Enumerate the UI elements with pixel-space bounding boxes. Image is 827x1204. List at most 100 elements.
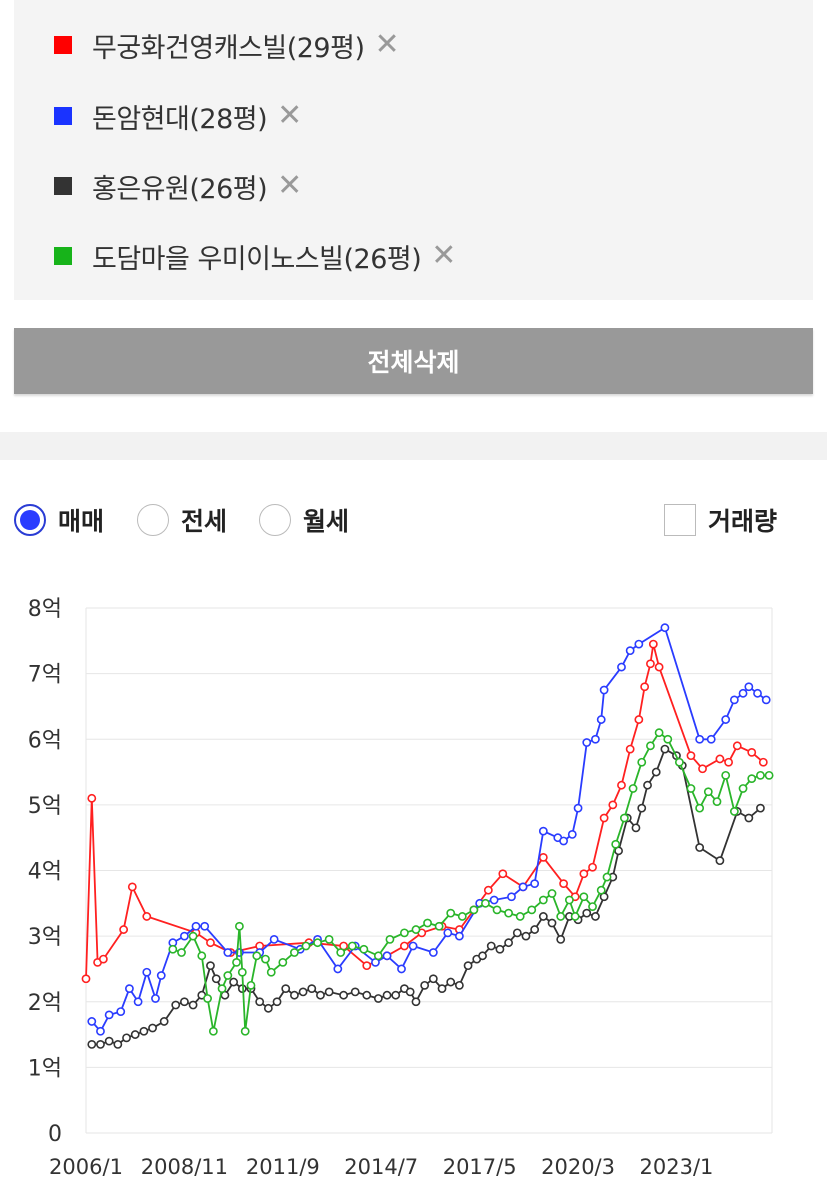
data-point[interactable] (428, 948, 438, 957)
data-point[interactable] (732, 741, 742, 751)
data-point[interactable] (96, 1026, 105, 1036)
data-point[interactable] (373, 951, 383, 961)
data-point[interactable] (521, 931, 531, 941)
data-point[interactable] (177, 948, 186, 957)
data-point[interactable] (507, 892, 516, 902)
volume-toggle[interactable]: 거래량 (664, 500, 777, 540)
data-point[interactable] (373, 994, 383, 1003)
data-point[interactable] (538, 826, 548, 836)
data-point[interactable] (255, 997, 265, 1007)
radio-sale[interactable] (14, 504, 46, 536)
data-point[interactable] (538, 912, 548, 921)
data-point[interactable] (698, 764, 707, 774)
data-point[interactable] (582, 738, 592, 747)
data-point[interactable] (437, 984, 447, 994)
data-point[interactable] (498, 869, 508, 879)
data-point[interactable] (359, 944, 369, 954)
data-point[interactable] (240, 1026, 250, 1036)
data-point[interactable] (556, 912, 566, 921)
data-point[interactable] (602, 872, 612, 882)
data-point[interactable] (301, 941, 311, 951)
data-point[interactable] (324, 987, 334, 997)
data-point[interactable] (96, 1040, 105, 1049)
data-point[interactable] (159, 1017, 169, 1026)
data-point[interactable] (582, 908, 592, 918)
data-point[interactable] (104, 1036, 114, 1046)
data-point[interactable] (391, 990, 401, 1000)
remove-icon[interactable]: ✕ (431, 238, 457, 273)
data-point[interactable] (232, 957, 241, 967)
data-point[interactable] (646, 741, 655, 751)
data-point[interactable] (98, 954, 108, 964)
data-point[interactable] (654, 728, 664, 738)
data-point[interactable] (382, 990, 392, 1000)
data-point[interactable] (559, 836, 568, 846)
data-point[interactable] (235, 921, 244, 931)
data-point[interactable] (405, 987, 415, 997)
data-point[interactable] (125, 984, 134, 994)
data-point[interactable] (290, 990, 299, 1000)
data-point[interactable] (512, 928, 522, 938)
data-point[interactable] (87, 1040, 97, 1049)
data-point[interactable] (608, 800, 618, 810)
data-point[interactable] (206, 938, 215, 948)
data-point[interactable] (686, 784, 696, 793)
data-point[interactable] (643, 780, 652, 790)
data-point[interactable] (492, 905, 502, 915)
data-point[interactable] (188, 1000, 198, 1010)
data-point[interactable] (744, 682, 754, 692)
data-point[interactable] (350, 987, 360, 997)
data-point[interactable] (527, 905, 537, 915)
data-point[interactable] (362, 990, 372, 1000)
data-point[interactable] (538, 852, 548, 862)
data-point[interactable] (223, 971, 233, 980)
data-point[interactable] (261, 954, 270, 964)
data-point[interactable] (130, 1030, 140, 1039)
data-point[interactable] (686, 751, 696, 761)
data-point[interactable] (758, 757, 768, 767)
data-point[interactable] (753, 688, 762, 698)
remove-icon[interactable]: ✕ (374, 27, 400, 62)
data-point[interactable] (634, 715, 644, 724)
data-point[interactable] (454, 980, 464, 990)
data-point[interactable] (504, 908, 513, 918)
remove-icon[interactable]: ✕ (277, 98, 303, 133)
data-point[interactable] (596, 885, 606, 895)
radio-option-jeonse[interactable]: 전세 (137, 500, 227, 540)
data-point[interactable] (756, 770, 765, 780)
data-point[interactable] (397, 964, 406, 974)
data-point[interactable] (443, 928, 453, 938)
data-point[interactable] (599, 685, 609, 695)
data-point[interactable] (180, 997, 189, 1007)
data-point[interactable] (104, 1010, 114, 1020)
data-point[interactable] (223, 948, 233, 957)
data-point[interactable] (197, 951, 207, 961)
data-point[interactable] (133, 997, 143, 1007)
data-point[interactable] (747, 747, 757, 757)
data-point[interactable] (712, 797, 722, 806)
data-point[interactable] (237, 967, 247, 977)
data-point[interactable] (119, 925, 129, 934)
data-point[interactable] (646, 659, 655, 669)
data-point[interactable] (399, 941, 409, 951)
data-point[interactable] (617, 780, 626, 790)
data-point[interactable] (113, 1040, 123, 1049)
data-point[interactable] (298, 987, 308, 997)
data-point[interactable] (764, 770, 774, 780)
delete-all-button[interactable]: 전체삭제 (14, 328, 813, 394)
data-point[interactable] (588, 862, 597, 872)
radio-monthly[interactable] (259, 504, 291, 536)
data-point[interactable] (654, 662, 664, 672)
data-point[interactable] (339, 990, 349, 1000)
data-point[interactable] (454, 931, 464, 941)
data-point[interactable] (411, 925, 421, 934)
data-point[interactable] (631, 823, 641, 833)
data-point[interactable] (489, 895, 499, 905)
data-point[interactable] (729, 695, 739, 705)
data-point[interactable] (617, 662, 626, 672)
data-point[interactable] (640, 682, 650, 692)
data-point[interactable] (278, 957, 288, 967)
data-point[interactable] (634, 639, 644, 649)
data-point[interactable] (408, 941, 418, 951)
data-point[interactable] (316, 990, 325, 1000)
